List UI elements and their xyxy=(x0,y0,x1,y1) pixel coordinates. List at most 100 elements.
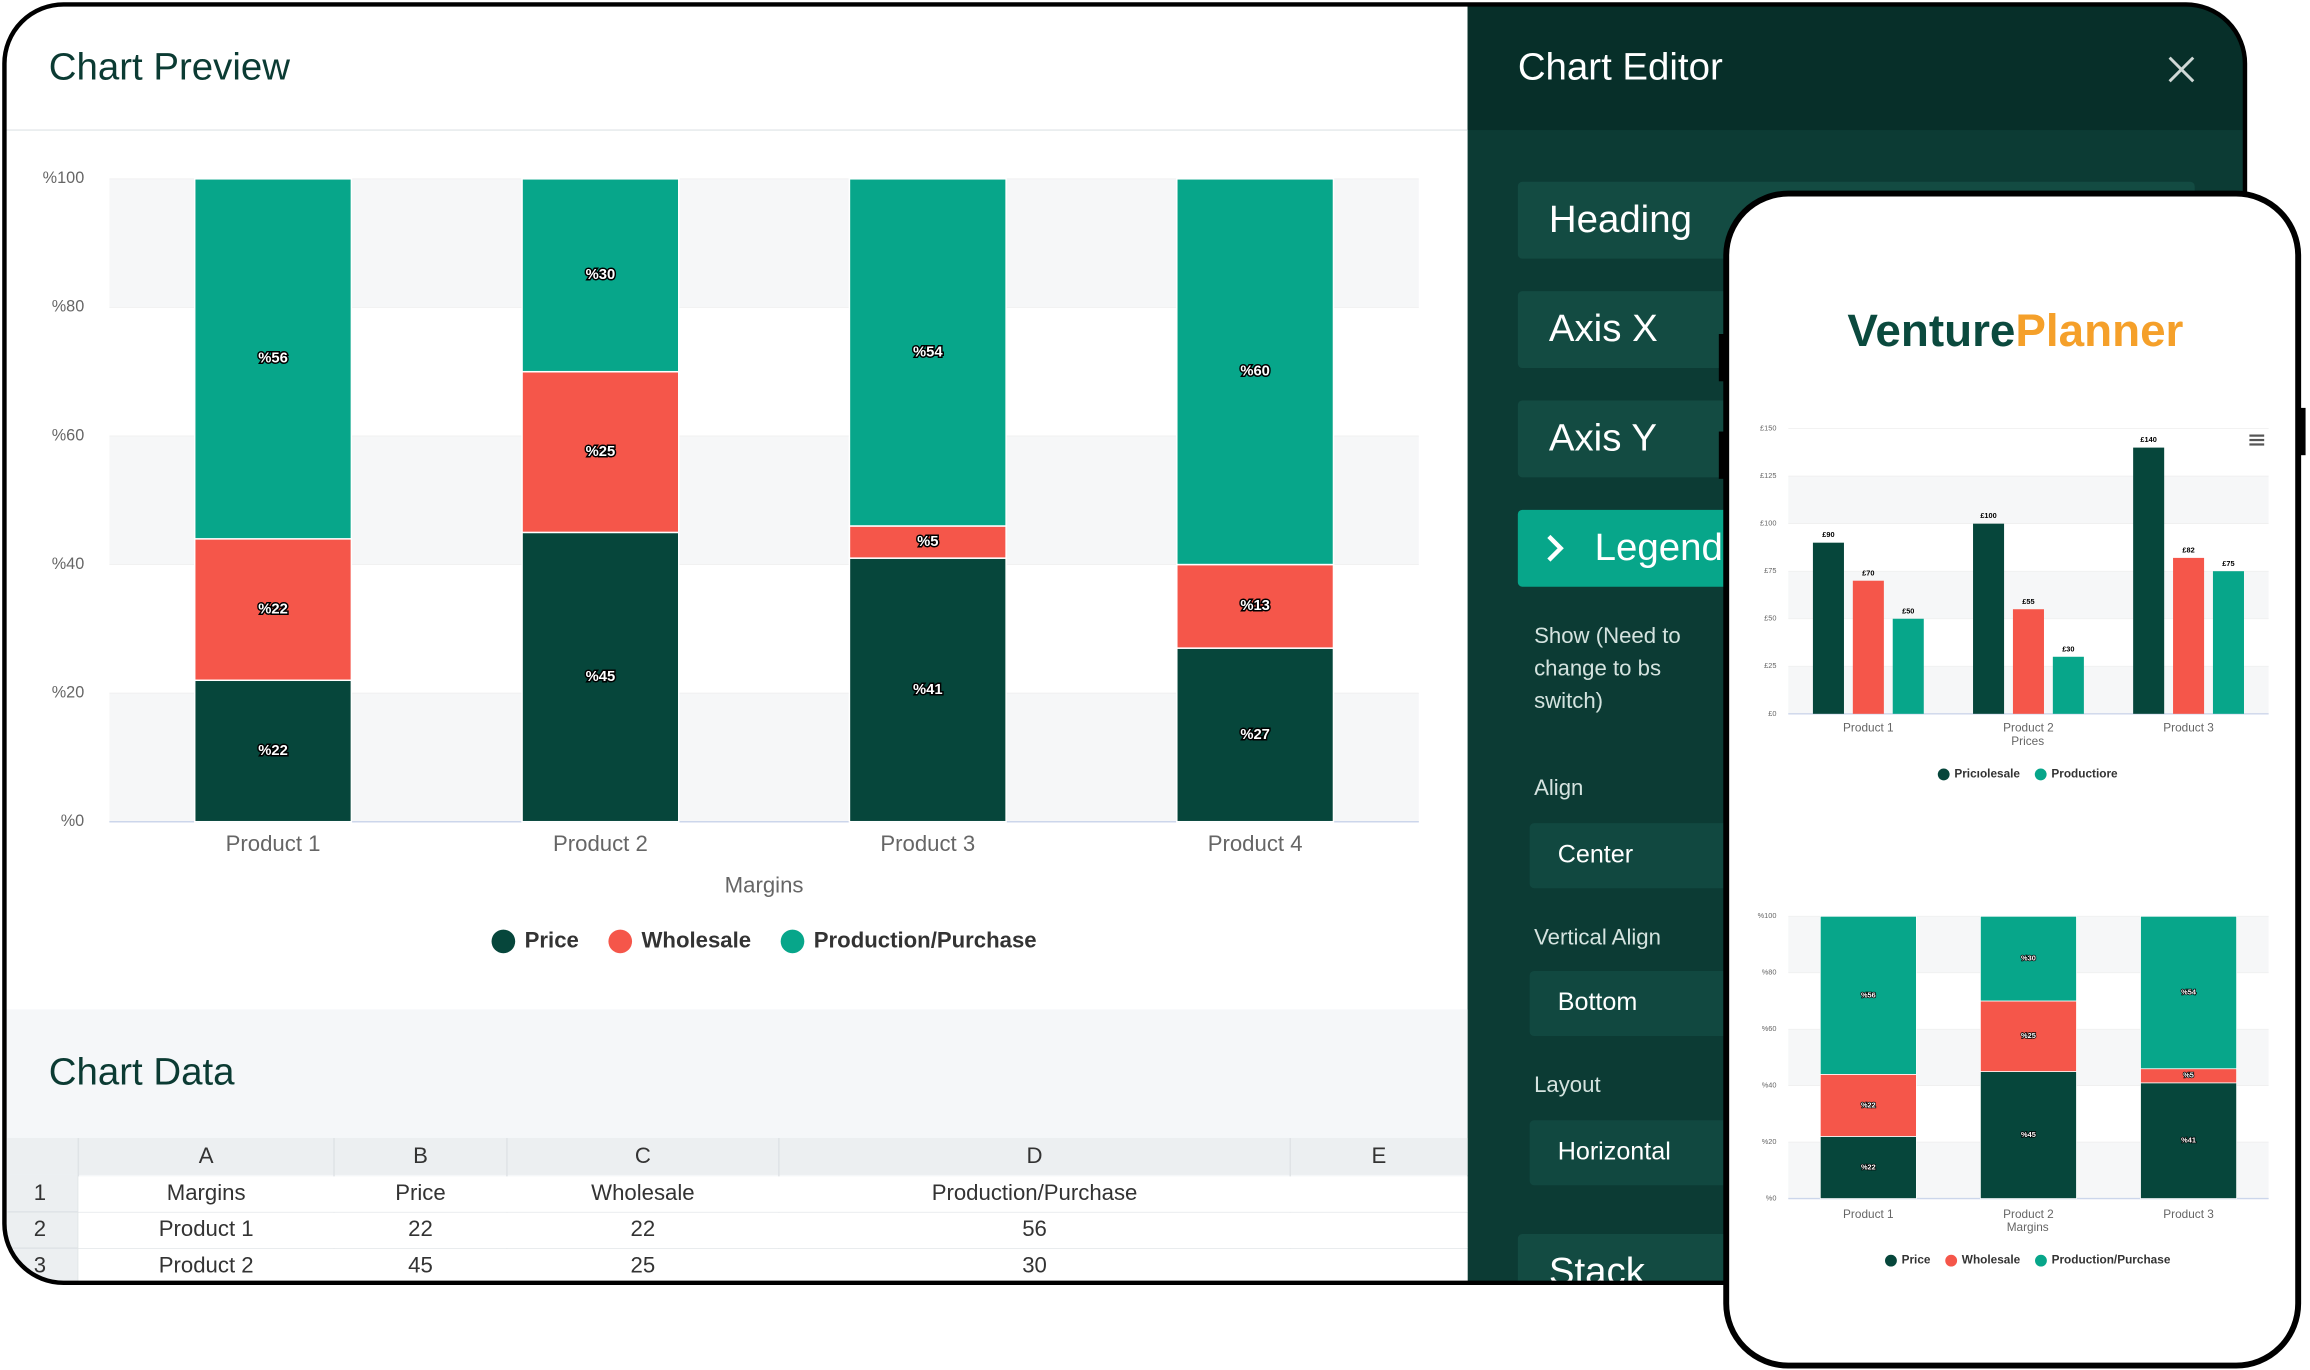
field-label: Align xyxy=(1534,775,1583,800)
chevron xyxy=(1547,534,1564,562)
data-title: Chart Data xyxy=(49,1051,235,1094)
logo-part: Venture xyxy=(1847,305,2015,356)
bar-segment xyxy=(521,178,680,373)
table-cell[interactable]: 56 xyxy=(1022,1216,1047,1241)
row-bg xyxy=(78,1248,1468,1283)
x-tick-label: Product 2 xyxy=(553,831,648,856)
value-label: £70 xyxy=(1862,568,1874,577)
table-cell[interactable]: 22 xyxy=(631,1216,656,1241)
legend-label[interactable]: Price xyxy=(1902,1253,1931,1267)
value-label: £100 xyxy=(1980,511,1996,520)
table-header xyxy=(7,1137,1468,1175)
bar xyxy=(2173,557,2205,714)
y-tick-label: %80 xyxy=(1762,968,1777,977)
legend-marker xyxy=(780,929,805,954)
legend-label[interactable]: Pricıolesale xyxy=(1954,767,2020,781)
value-label: %22 xyxy=(1861,1162,1876,1171)
table-cell[interactable]: 22 xyxy=(408,1216,433,1241)
legend-label[interactable]: Wholesale xyxy=(642,927,752,952)
legend-label[interactable]: Production/Purchase xyxy=(2052,1253,2171,1267)
y-tick-label: £50 xyxy=(1764,614,1776,623)
legend-label[interactable]: Productiore xyxy=(2051,767,2118,781)
table-cell[interactable]: Margins xyxy=(167,1180,246,1205)
bar-segment xyxy=(1176,563,1335,649)
value-label: %22 xyxy=(258,601,288,617)
x-tick-label: Product 3 xyxy=(880,831,975,856)
y-tick-label: %40 xyxy=(52,555,85,573)
value-label: £30 xyxy=(2062,644,2074,653)
show-option[interactable]: Show (Need to change to bs switch) xyxy=(1534,621,1726,732)
section-label: Axis X xyxy=(1549,307,1658,350)
x-axis-title: Prices xyxy=(2011,734,2044,748)
table-cell[interactable]: Product 1 xyxy=(159,1216,254,1241)
value-label: £90 xyxy=(1822,530,1834,539)
field-value: Horizontal xyxy=(1558,1137,1671,1165)
table-cell[interactable]: 25 xyxy=(631,1252,656,1277)
value-label: %5 xyxy=(917,534,938,550)
y-tick-label: £125 xyxy=(1760,471,1776,480)
bar-segment xyxy=(848,525,1007,559)
bar xyxy=(2212,571,2244,714)
bar xyxy=(1812,542,1844,714)
value-label: %54 xyxy=(913,344,943,360)
value-label: %30 xyxy=(2021,954,2036,963)
bar xyxy=(1892,618,1924,714)
value-label: %41 xyxy=(2181,1136,2196,1145)
bar xyxy=(2012,609,2044,714)
bar xyxy=(2052,656,2084,714)
editor-header xyxy=(1467,4,2245,131)
close-button[interactable] xyxy=(2168,56,2195,83)
y-tick-label: £75 xyxy=(1764,566,1776,575)
y-tick-label: £25 xyxy=(1764,661,1776,670)
section-label: Legend xyxy=(1595,526,1723,569)
column-header: B xyxy=(413,1143,428,1168)
x-tick-label: Product 3 xyxy=(2163,1207,2214,1221)
table-cell[interactable]: 30 xyxy=(1022,1252,1047,1277)
legend-label[interactable]: Wholesale xyxy=(1962,1253,2021,1267)
table-cell[interactable]: Wholesale xyxy=(591,1180,694,1205)
bar-segment xyxy=(1176,178,1335,566)
legend-label[interactable]: Production/Purchase xyxy=(814,927,1037,952)
y-tick-label: £100 xyxy=(1760,519,1776,528)
menu-icon[interactable] xyxy=(2249,434,2265,446)
field-value: Bottom xyxy=(1558,988,1638,1016)
value-label: %45 xyxy=(2021,1130,2036,1139)
value-label: %27 xyxy=(1240,727,1270,743)
bar-segment xyxy=(193,679,353,823)
value-label: %60 xyxy=(1240,364,1270,380)
bar-segment xyxy=(848,178,1007,527)
x-tick-label: Product 1 xyxy=(1843,721,1894,735)
bar-segment xyxy=(1176,647,1335,823)
bar xyxy=(2133,447,2165,714)
table-cell[interactable]: Price xyxy=(395,1180,445,1205)
legend-marker xyxy=(2034,768,2047,781)
value-label: %41 xyxy=(913,682,943,698)
value-label: %54 xyxy=(2181,987,2197,996)
bar-segment xyxy=(1980,1071,2077,1199)
legend-label[interactable]: Price xyxy=(525,927,579,952)
y-tick-label: £0 xyxy=(1768,709,1776,718)
y-tick-label: %100 xyxy=(43,169,85,187)
legend: Pricıolesale Productiore xyxy=(1937,767,2118,781)
value-label: %22 xyxy=(1861,1100,1876,1109)
table-cell[interactable]: Production/Purchase xyxy=(932,1180,1138,1205)
bar-segment xyxy=(2140,915,2237,1070)
table-cell[interactable]: 45 xyxy=(408,1252,433,1277)
x-axis-title: Margins xyxy=(2007,1220,2049,1234)
value-label: £75 xyxy=(2222,559,2234,568)
field-label: Vertical Align xyxy=(1534,924,1661,949)
column-header: E xyxy=(1372,1143,1387,1168)
phone: VenturePlanner £0 £25 £50 £75 £100 £125 £150 Pr… xyxy=(1718,190,2306,1369)
y-tick-label: %80 xyxy=(52,298,85,316)
value-label: %5 xyxy=(2183,1071,2194,1080)
bar-segment xyxy=(521,370,680,534)
bar-segment xyxy=(1980,1000,2077,1072)
value-label: %25 xyxy=(2021,1031,2036,1040)
x-tick-label: Product 2 xyxy=(2003,1207,2054,1221)
y-tick-label: %20 xyxy=(1762,1137,1777,1146)
y-tick-label: %0 xyxy=(1766,1194,1777,1203)
table-cell[interactable]: Product 2 xyxy=(159,1252,254,1277)
bar-segment xyxy=(848,557,1007,823)
preview-title: Chart Preview xyxy=(49,46,290,89)
